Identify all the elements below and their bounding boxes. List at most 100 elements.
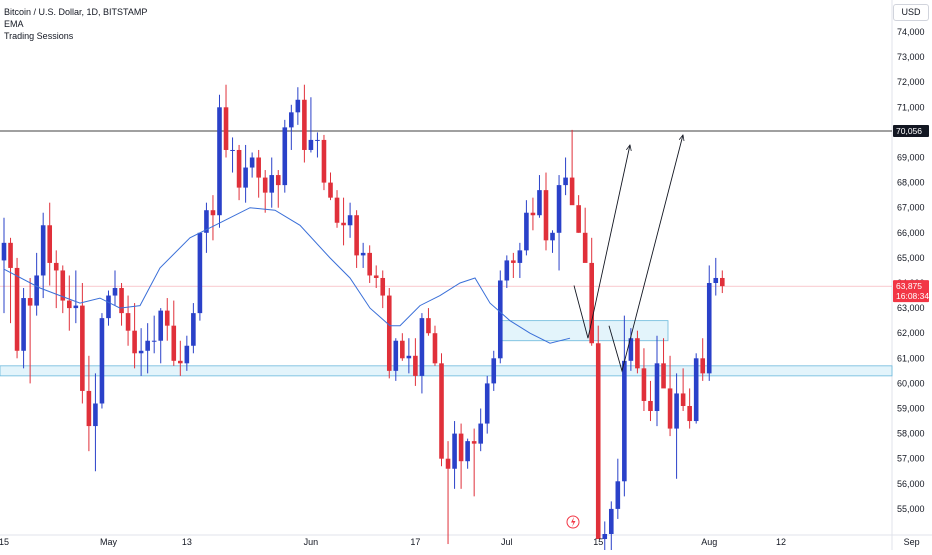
candle-body [589,262,594,344]
candle-body [34,275,39,306]
candle-body [386,295,392,371]
candle-body [197,232,203,314]
candle-body [275,175,281,186]
projection-arrow-1 [608,135,683,373]
candle-body [615,481,621,509]
candle-body [67,300,72,309]
candle-body [465,441,470,462]
candle-body [99,318,105,404]
candle-body [445,458,451,469]
price-axis-label: 61,000 [897,353,925,363]
candle-body [628,338,634,361]
candle-body [406,355,412,359]
currency-selector[interactable]: USD [893,4,929,21]
candle-body [458,433,464,462]
price-axis-label: 65,000 [897,253,925,263]
candle-body [8,242,13,268]
candle-body [171,325,177,361]
price-axis-label: 71,000 [897,102,925,112]
candle-body [132,330,137,354]
level-price-tag [893,124,929,137]
candle-body [191,313,196,346]
candle-body [367,252,372,276]
candle-body [648,400,653,412]
candle-body [471,441,477,444]
candle-body [530,212,536,216]
current-price-tag-text: 63,875 [896,281,922,291]
candle-body [595,343,601,540]
candle-body [393,340,399,371]
candle-body [112,288,118,296]
candle-body [80,305,85,391]
candle-body [217,107,222,216]
candle-body [517,250,523,263]
candle-body [622,360,627,482]
candle-body [151,340,157,342]
symbol-title[interactable]: Bitcoin / U.S. Dollar, 1D, BITSTAMP [4,7,148,17]
candle-body [289,112,294,128]
candle-body [687,405,692,422]
candle-body [360,252,366,256]
candle-body [295,99,301,113]
candle-body [706,283,712,374]
price-axis-label: 73,000 [897,52,925,62]
candle-body [641,368,647,401]
price-axis-label: 63,000 [897,303,925,313]
candle-body [262,177,268,193]
indicator-sessions-label[interactable]: Trading Sessions [4,31,74,41]
chart-legend: Bitcoin / U.S. Dollar, 1D, BITSTAMP EMA … [4,6,147,42]
price-axis-label: 72,000 [897,77,925,87]
candle-body [347,215,353,226]
price-axis-label: 67,000 [897,203,925,213]
candle-body [497,280,503,359]
lightning-icon [566,515,580,529]
ema-line [3,207,571,344]
time-axis-label: Jun [304,537,319,547]
candle-body [419,318,425,376]
candle-body [315,139,320,141]
time-axis-label: Jul [501,537,513,547]
candle-body [550,232,555,241]
price-axis-label: 62,000 [897,328,925,338]
candle-body [138,350,144,354]
candle-body [537,190,542,216]
current-price-tag [893,280,929,303]
candle-body [236,149,242,188]
candle-body [243,167,248,188]
candle-body [328,182,333,198]
support-zone-0 [0,365,893,377]
candle-body [204,210,209,233]
projection-arrow-0 [573,145,630,339]
candle-body [178,360,183,364]
candle-body [40,225,46,276]
time-axis-label: Aug [701,537,717,547]
price-axis-label: 57,000 [897,454,925,464]
level-price-tag-text: 70,056 [896,126,922,136]
candle-body [145,340,150,351]
candle-body [680,393,686,406]
countdown-tag-text: 16:08:34 [896,291,929,301]
candle-body [556,185,562,233]
candle-body [602,534,608,540]
candle-body [504,260,510,281]
candle-body [334,197,340,223]
candle-body [302,99,307,150]
candle-body [484,383,490,424]
candle-body [491,358,497,384]
candle-body [1,242,7,261]
candle-body [230,149,235,151]
indicator-ema-label[interactable]: EMA [4,19,24,29]
candle-body [693,358,699,422]
candle-body [576,205,581,233]
candle-body [439,363,444,459]
candle-body [86,390,92,427]
candle-body [432,333,438,364]
candle-body [321,139,327,183]
price-axis-label: 69,000 [897,153,925,163]
candle-body [373,275,379,278]
candle-body [543,190,549,241]
candle-body [53,262,59,271]
candle-body [125,313,131,331]
